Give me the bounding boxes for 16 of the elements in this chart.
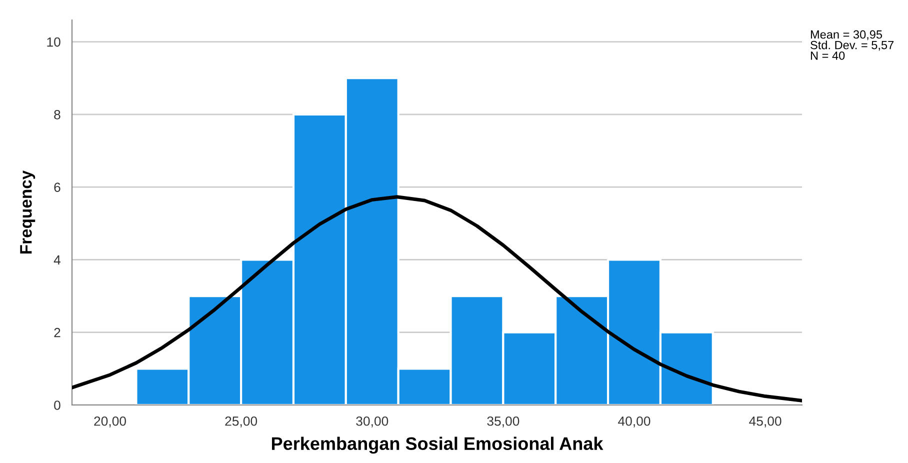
x-tick-label: 25,00 <box>225 416 258 428</box>
x-tick-label: 40,00 <box>618 416 650 428</box>
y-tick-label: 8 <box>54 110 60 120</box>
y-tick-label: 2 <box>54 328 60 338</box>
y-tick-label: 0 <box>54 400 60 410</box>
x-axis-title: Perkembangan Sosial Emosional Anak <box>272 436 604 454</box>
y-tick-label: 10 <box>47 37 60 47</box>
y-tick-label: 6 <box>54 182 60 192</box>
y-axis-title: Frequency <box>20 170 36 254</box>
x-tick-label: 45,00 <box>749 416 782 428</box>
x-tick-label: 30,00 <box>356 416 388 428</box>
x-tick-label: 35,00 <box>487 416 520 428</box>
text: Mean = 30,95 Std. Dev. = 5,57 N = 40 <box>810 30 894 60</box>
line-series <box>72 195 802 402</box>
x-tick-label: 20,00 <box>94 416 126 428</box>
y-tick-label: 4 <box>54 255 61 264</box>
